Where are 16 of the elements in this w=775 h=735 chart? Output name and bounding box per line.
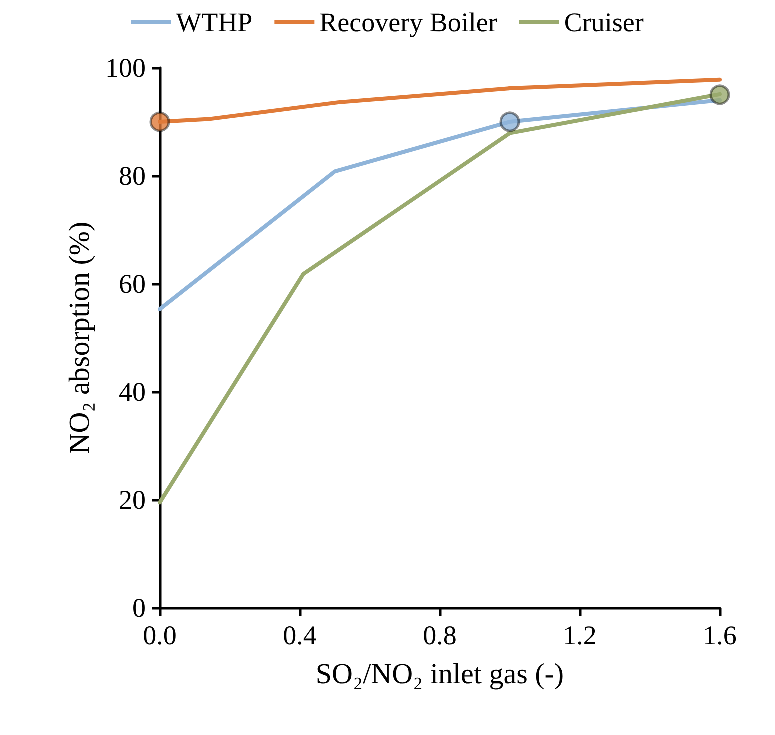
y-tick-label: 100 [106,53,146,83]
x-axis-title: SO₂/NO₂ inlet gas (-) [316,658,564,690]
legend-label: WTHP [176,8,253,38]
y-tick-label: 20 [119,485,146,515]
x-tick-label: 1.6 [703,620,737,650]
y-tick-label: 0 [132,593,146,623]
y-axis-title: NO₂ absorption (%) [64,222,96,454]
x-tick-label: 1.2 [563,620,597,650]
x-tick-label: 0.4 [283,620,318,650]
y-tick-label: 60 [119,269,146,299]
legend-label: Recovery Boiler [320,8,498,38]
x-tick-label: 0.8 [423,620,457,650]
y-tick-label: 80 [119,161,146,191]
legend-label: Cruiser [564,8,644,38]
x-tick-label: 0.0 [143,620,177,650]
y-tick-label: 40 [119,377,146,407]
